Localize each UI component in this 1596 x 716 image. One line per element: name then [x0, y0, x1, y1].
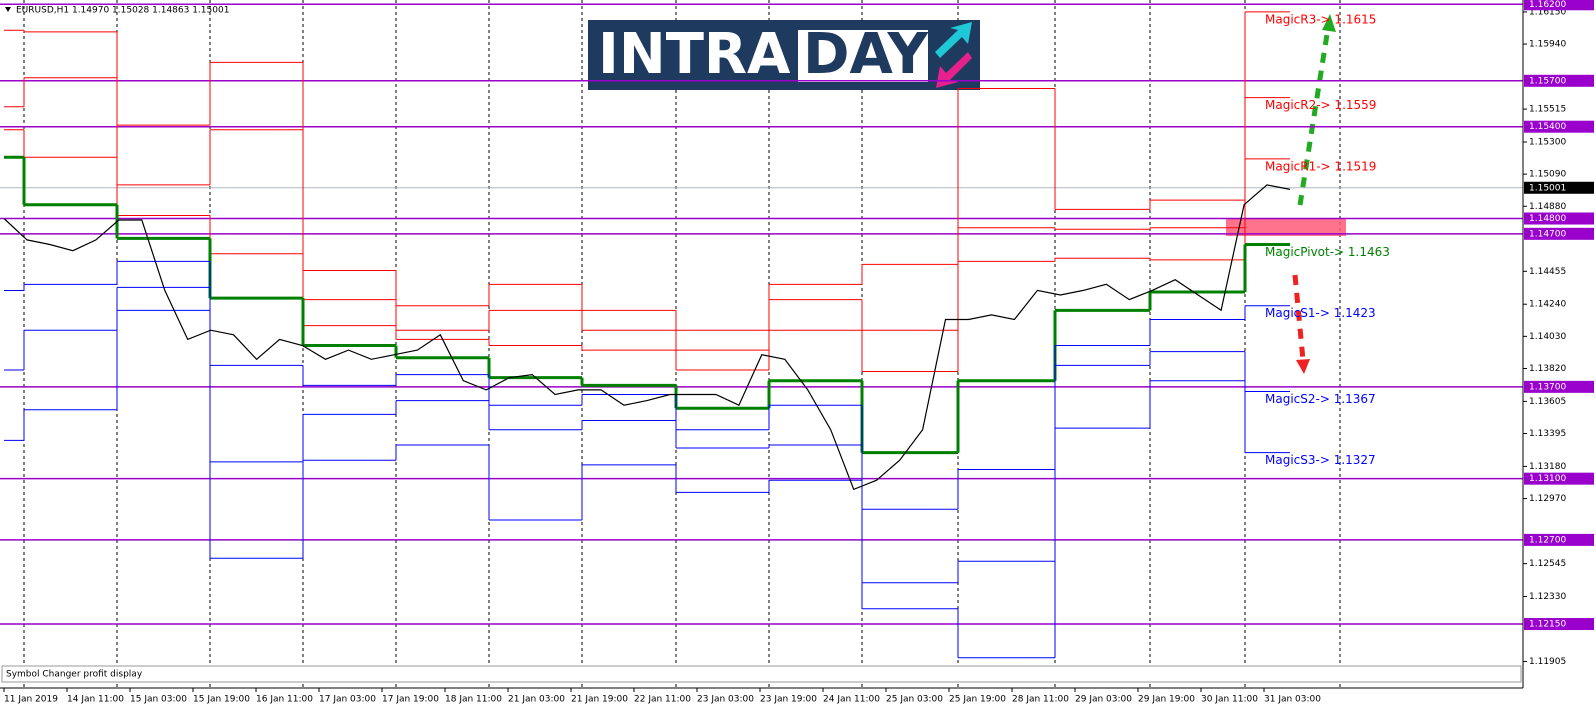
x-tick-label: 28 Jan 11:00: [1012, 695, 1069, 705]
level-box: [1524, 0, 1594, 11]
x-tick-label: 31 Jan 03:00: [1264, 695, 1321, 705]
panel: [1, 665, 1522, 683]
y-tick-label: 1.15515: [1529, 105, 1566, 115]
y-tick-label: 1.14880: [1529, 202, 1566, 212]
level-box: [1524, 380, 1594, 393]
up-arrow-head: [1322, 14, 1336, 32]
x-tick-label: 17 Jan 03:00: [319, 695, 376, 705]
x-tick-label: 11 Jan 2019: [4, 695, 58, 705]
y-tick-label: 1.13395: [1529, 429, 1566, 439]
level-label: 1.12150: [1529, 620, 1566, 630]
x-tick-label: 25 Jan 19:00: [949, 695, 1006, 705]
x-tick-label: 18 Jan 11:00: [445, 695, 502, 705]
y-tick-label: 1.15300: [1529, 138, 1566, 148]
logo-text: DAY: [803, 22, 929, 87]
y-tick-label: 1.14455: [1529, 267, 1566, 277]
annotation: MagicR2-> 1.1559: [1265, 98, 1376, 112]
annotation: MagicS3-> 1.1327: [1265, 453, 1376, 467]
level-box: [1524, 533, 1594, 546]
y-tick-label: 1.11905: [1529, 657, 1566, 667]
y-tick-label: 1.13820: [1529, 364, 1566, 374]
level-box: [1524, 120, 1594, 133]
y-tick-label: 1.12545: [1529, 559, 1566, 569]
x-tick-label: 17 Jan 19:00: [382, 695, 439, 705]
level-box: [1524, 472, 1594, 485]
logo-arrow: [936, 52, 972, 88]
down-arrow-head: [1296, 359, 1310, 374]
y-tick-label: 1.14240: [1529, 300, 1566, 310]
annotation: MagicS2-> 1.1367: [1265, 392, 1376, 406]
price-label: 1.15001: [1529, 183, 1566, 193]
x-tick-label: 15 Jan 19:00: [193, 695, 250, 705]
logo-inset: [798, 30, 928, 82]
x-tick-label: 21 Jan 03:00: [508, 695, 565, 705]
x-tick-label: 29 Jan 03:00: [1075, 695, 1132, 705]
y-tick-label: 1.16150: [1529, 7, 1566, 17]
level-label: 1.16200: [1529, 0, 1566, 10]
x-tick-label: 16 Jan 11:00: [256, 695, 313, 705]
annotation: MagicR3-> 1.1615: [1265, 12, 1376, 26]
level-label: 1.15400: [1529, 122, 1566, 132]
x-tick-label: 23 Jan 03:00: [697, 695, 754, 705]
y-tick-label: 1.13605: [1529, 397, 1566, 407]
up-arrow: [1297, 27, 1331, 206]
x-tick-label: 14 Jan 11:00: [67, 695, 124, 705]
x-tick-label: 29 Jan 19:00: [1138, 695, 1195, 705]
level-box: [1524, 227, 1594, 240]
zone: [1226, 218, 1346, 236]
panel-label: Symbol Changer profit display: [6, 670, 143, 680]
x-tick-label: 15 Jan 03:00: [130, 695, 187, 705]
down-arrow: [1292, 274, 1306, 361]
annotation: MagicS1-> 1.1423: [1265, 306, 1376, 320]
y-tick-label: 1.12330: [1529, 592, 1566, 602]
level-label: 1.13100: [1529, 474, 1566, 484]
y-tick-label: 1.14030: [1529, 332, 1566, 342]
annotation: MagicPivot-> 1.1463: [1265, 245, 1390, 259]
level-label: 1.14800: [1529, 214, 1566, 224]
annotation: MagicR1-> 1.1519: [1265, 159, 1376, 173]
x-tick-label: 30 Jan 11:00: [1201, 695, 1258, 705]
level-box: [1524, 618, 1594, 631]
level-box: [1524, 74, 1594, 87]
level-label: 1.14700: [1529, 229, 1566, 239]
y-tick-label: 1.13180: [1529, 462, 1566, 472]
logo-text: INTRA: [598, 22, 791, 87]
y-tick-label: 1.15940: [1529, 40, 1566, 50]
x-tick-label: 24 Jan 11:00: [823, 695, 880, 705]
x-tick-label: 23 Jan 19:00: [760, 695, 817, 705]
level-box: [1524, 212, 1594, 225]
x-tick-label: 21 Jan 19:00: [571, 695, 628, 705]
header: EURUSD,H1 1.14970 1.15028 1.14863 1.1500…: [16, 6, 229, 16]
x-tick-label: 22 Jan 11:00: [634, 695, 691, 705]
level-label: 1.12700: [1529, 535, 1566, 545]
y-tick-label: 1.12970: [1529, 494, 1566, 504]
y-tick-label: 1.15090: [1529, 170, 1566, 180]
level-label: 1.13700: [1529, 382, 1566, 392]
level-label: 1.15700: [1529, 76, 1566, 86]
price-series: [3, 184, 1291, 491]
x-tick-label: 25 Jan 03:00: [886, 695, 943, 705]
price-box: [1524, 181, 1594, 194]
header-icon: [5, 7, 11, 12]
logo-arrow: [935, 22, 972, 58]
